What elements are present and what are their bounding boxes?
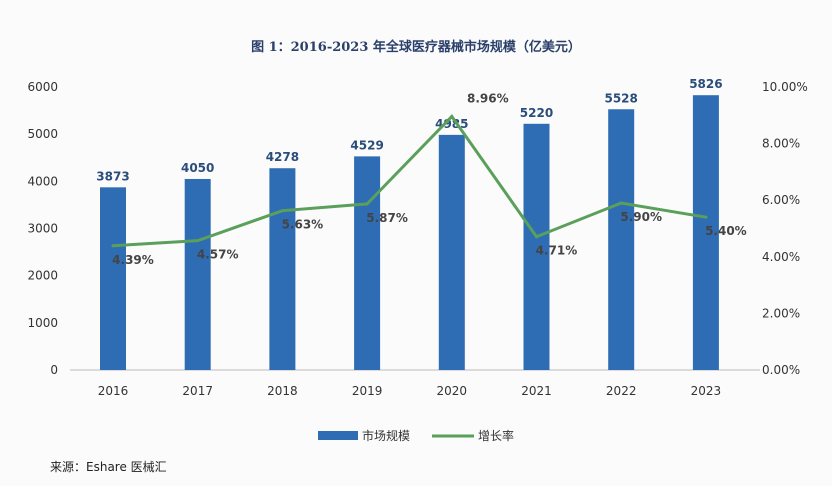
growth-rate-line: [112, 114, 707, 248]
line-point: [111, 244, 115, 248]
legend-label-bar: 市场规模: [362, 428, 410, 443]
bar: [692, 95, 719, 370]
line-value-label: 5.40%: [705, 224, 747, 238]
y-right-tick-label: 8.00%: [762, 137, 800, 151]
bar: [354, 156, 381, 370]
bar: [608, 109, 635, 370]
line-point: [365, 202, 369, 206]
bar: [269, 168, 296, 370]
bar: [438, 134, 465, 370]
bar-value-label: 4050: [181, 161, 214, 175]
line-value-label: 4.71%: [536, 244, 578, 258]
y-right-tick-label: 10.00%: [762, 80, 808, 94]
legend-label-line: 增长率: [478, 428, 514, 443]
line-point: [196, 239, 200, 243]
x-tick-label: 2022: [606, 384, 637, 398]
bar-value-label: 5826: [689, 77, 722, 91]
bar-value-label: 3873: [96, 169, 129, 183]
y-left-tick-label: 5000: [27, 127, 58, 141]
y-right-tick-label: 4.00%: [762, 250, 800, 264]
line-point: [280, 209, 284, 213]
x-tick-label: 2019: [352, 384, 383, 398]
bar: [184, 178, 211, 370]
line-point: [619, 201, 623, 205]
bar-value-label: 5528: [604, 91, 637, 105]
line-value-label: 5.87%: [366, 211, 408, 225]
bar-value-label: 4529: [350, 138, 383, 152]
x-tick-label: 2016: [98, 384, 129, 398]
x-tick-label: 2017: [182, 384, 213, 398]
chart-title: 图 1：2016-2023 年全球医疗器械市场规模（亿美元）: [251, 40, 581, 55]
x-tick-label: 2021: [521, 384, 552, 398]
y-right-tick-label: 6.00%: [762, 193, 800, 207]
line-value-label: 4.39%: [112, 253, 154, 267]
legend-swatch-bar: [318, 431, 358, 440]
bar: [523, 123, 550, 370]
y-left-tick-label: 6000: [27, 80, 58, 94]
line-value-label: 8.96%: [467, 91, 509, 105]
line-value-label: 5.63%: [282, 218, 324, 232]
line-point: [704, 215, 708, 219]
bar-value-label: 4278: [266, 150, 299, 164]
x-tick-label: 2020: [437, 384, 468, 398]
bar: [100, 187, 126, 370]
bar-value-label: 5220: [520, 106, 553, 120]
x-tick-label: 2018: [267, 384, 298, 398]
y-left-tick-label: 4000: [27, 174, 58, 188]
y-left-tick-label: 0: [50, 363, 58, 377]
source-note: 来源：Eshare 医械汇: [50, 460, 167, 474]
x-tick-label: 2023: [691, 384, 722, 398]
line-value-label: 4.57%: [197, 248, 239, 262]
y-right-tick-label: 0.00%: [762, 363, 800, 377]
line-value-label: 5.90%: [620, 210, 662, 224]
y-right-tick-label: 2.00%: [762, 306, 800, 320]
line-point: [535, 235, 538, 239]
y-left-tick-label: 3000: [27, 222, 58, 236]
y-left-tick-label: 2000: [27, 269, 58, 283]
line-point: [450, 114, 454, 118]
y-left-tick-label: 1000: [27, 316, 58, 330]
